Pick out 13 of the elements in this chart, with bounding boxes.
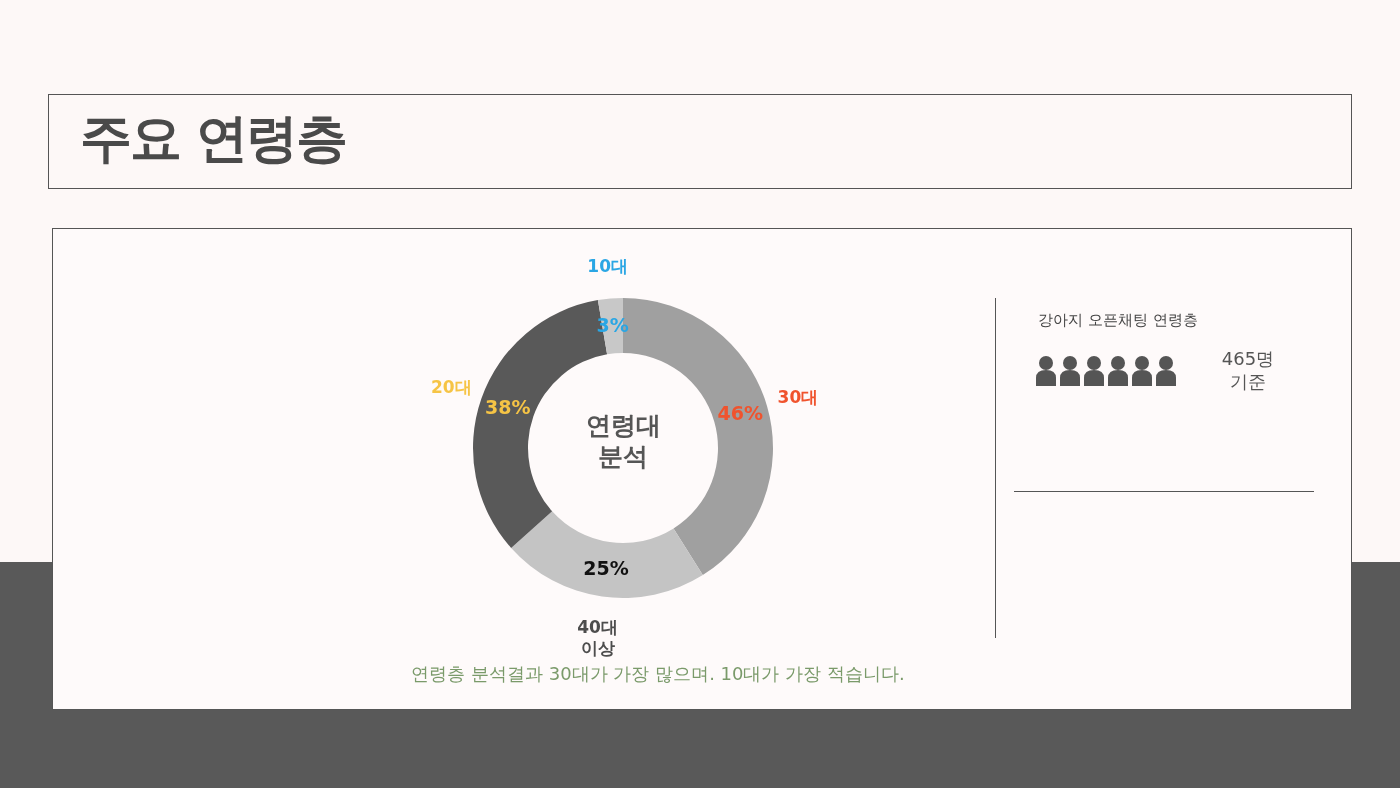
- text: 465명 기준: [1220, 347, 1276, 393]
- chart-title: 주요 연령층: [80, 107, 347, 170]
- slice-label: 40대 이상: [577, 617, 618, 659]
- slice-label: 10대: [587, 255, 629, 276]
- slice-label: 20대: [430, 376, 472, 397]
- text: 강아지 오픈채팅 연령층: [1038, 311, 1198, 330]
- data-label: 38%: [485, 395, 531, 418]
- text: 연령층 분석결과 30대가 가장 많으며. 10대가 가장 적습니다.: [410, 662, 906, 686]
- data-label: 46%: [717, 402, 763, 425]
- data-label: 25%: [583, 556, 629, 579]
- donut-slice: [511, 511, 703, 598]
- text: 연령대 분석: [585, 411, 661, 471]
- slice-label: 30대: [777, 386, 819, 407]
